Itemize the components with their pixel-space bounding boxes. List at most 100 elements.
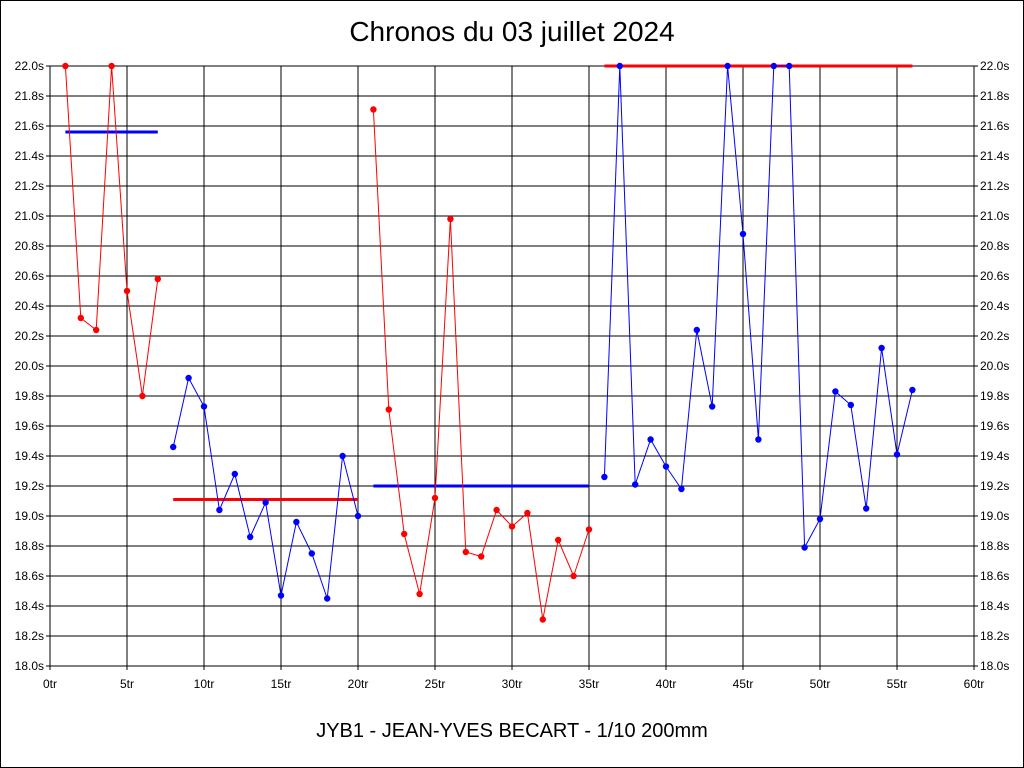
data-point bbox=[709, 403, 716, 410]
y-tick-label-left: 18.8s bbox=[15, 539, 44, 553]
data-point bbox=[354, 512, 362, 520]
data-point bbox=[739, 230, 747, 238]
data-point bbox=[909, 386, 916, 394]
data-point bbox=[863, 505, 870, 512]
data-point bbox=[170, 443, 177, 451]
y-tick-label-left: 19.6s bbox=[15, 419, 44, 433]
y-tick-label-left: 20.2s bbox=[15, 329, 44, 343]
y-tick-label-left: 20.6s bbox=[15, 269, 44, 283]
x-tick-label: 55tr bbox=[887, 677, 908, 691]
chart-subtitle: JYB1 - JEAN-YVES BECART - 1/10 200mm bbox=[316, 720, 708, 742]
data-point bbox=[585, 526, 593, 533]
y-tick-label-right: 18.2s bbox=[980, 629, 1009, 643]
data-point bbox=[108, 62, 115, 70]
x-tick-label: 20tr bbox=[348, 677, 369, 691]
y-tick-label-right: 20.6s bbox=[980, 269, 1009, 283]
y-tick-label-right: 19.6s bbox=[980, 419, 1009, 433]
data-point bbox=[662, 463, 670, 470]
y-tick-label-left: 19.0s bbox=[15, 509, 44, 523]
data-point bbox=[801, 544, 808, 551]
data-point bbox=[308, 550, 315, 557]
data-point bbox=[478, 553, 485, 560]
y-tick-label-left: 20.4s bbox=[15, 299, 44, 313]
data-point bbox=[139, 392, 146, 400]
data-point bbox=[786, 62, 793, 70]
data-point bbox=[893, 451, 901, 458]
data-point bbox=[524, 509, 531, 517]
data-point bbox=[493, 506, 500, 514]
data-point bbox=[247, 533, 254, 541]
data-point bbox=[77, 314, 85, 322]
data-point bbox=[508, 523, 516, 530]
y-tick-label-right: 20.0s bbox=[980, 359, 1009, 373]
y-tick-label-left: 21.6s bbox=[15, 119, 44, 133]
x-tick-label: 50tr bbox=[810, 677, 831, 691]
y-tick-label-left: 18.4s bbox=[15, 599, 44, 613]
data-point bbox=[878, 344, 885, 352]
x-tick-label: 25tr bbox=[425, 677, 446, 691]
data-point bbox=[555, 536, 562, 544]
chart-title: Chronos du 03 juillet 2024 bbox=[349, 16, 675, 47]
data-point bbox=[616, 62, 623, 70]
y-tick-label-right: 21.0s bbox=[980, 209, 1009, 223]
y-tick-label-right: 21.2s bbox=[980, 179, 1009, 193]
y-tick-label-left: 21.2s bbox=[15, 179, 44, 193]
data-point bbox=[339, 452, 346, 460]
data-point bbox=[216, 506, 223, 514]
y-tick-label-right: 19.2s bbox=[980, 479, 1009, 493]
data-point bbox=[123, 287, 131, 295]
y-tick-label-left: 18.2s bbox=[15, 629, 44, 643]
data-point bbox=[632, 481, 639, 488]
y-tick-label-left: 18.6s bbox=[15, 569, 44, 583]
y-tick-label-right: 18.6s bbox=[980, 569, 1009, 583]
data-point bbox=[601, 473, 608, 481]
data-point bbox=[293, 518, 300, 526]
data-point bbox=[231, 470, 238, 478]
data-point bbox=[539, 616, 546, 623]
data-point bbox=[401, 530, 408, 538]
data-point bbox=[93, 326, 100, 334]
y-tick-label-right: 21.8s bbox=[980, 89, 1009, 103]
data-point bbox=[447, 215, 454, 223]
y-tick-label-left: 21.4s bbox=[15, 149, 44, 163]
data-point bbox=[62, 62, 69, 70]
y-tick-label-right: 19.0s bbox=[980, 509, 1009, 523]
data-point bbox=[724, 62, 731, 70]
data-point bbox=[847, 401, 854, 409]
data-point bbox=[693, 326, 700, 334]
data-point bbox=[647, 436, 654, 443]
y-tick-label-right: 20.8s bbox=[980, 239, 1009, 253]
y-tick-label-left: 21.8s bbox=[15, 89, 44, 103]
data-point bbox=[678, 485, 685, 493]
x-tick-label: 60tr bbox=[964, 677, 985, 691]
data-point bbox=[185, 374, 192, 382]
y-tick-label-right: 21.6s bbox=[980, 119, 1009, 133]
y-tick-label-left: 20.0s bbox=[15, 359, 44, 373]
data-point bbox=[324, 595, 331, 602]
y-tick-label-right: 20.4s bbox=[980, 299, 1009, 313]
x-tick-label: 40tr bbox=[656, 677, 677, 691]
x-tick-label: 0tr bbox=[43, 677, 57, 691]
axes-box bbox=[49, 65, 975, 667]
data-point bbox=[431, 494, 439, 502]
y-tick-label-right: 22.0s bbox=[980, 59, 1009, 73]
data-point bbox=[277, 592, 285, 599]
data-point bbox=[262, 499, 269, 506]
x-tick-label: 30tr bbox=[502, 677, 523, 691]
y-tick-label-right: 21.4s bbox=[980, 149, 1009, 163]
y-tick-label-left: 19.4s bbox=[15, 449, 44, 463]
y-tick-label-left: 18.0s bbox=[15, 659, 44, 673]
y-tick-label-right: 19.8s bbox=[980, 389, 1009, 403]
data-point bbox=[370, 106, 377, 113]
data-point bbox=[770, 62, 777, 70]
y-tick-label-right: 18.0s bbox=[980, 659, 1009, 673]
y-tick-label-right: 18.4s bbox=[980, 599, 1009, 613]
y-tick-label-left: 19.8s bbox=[15, 389, 44, 403]
x-tick-label: 35tr bbox=[579, 677, 600, 691]
data-point bbox=[832, 388, 839, 395]
x-tick-label: 5tr bbox=[120, 677, 134, 691]
data-point bbox=[816, 515, 824, 523]
data-point bbox=[385, 406, 392, 413]
y-tick-label-right: 20.2s bbox=[980, 329, 1009, 343]
